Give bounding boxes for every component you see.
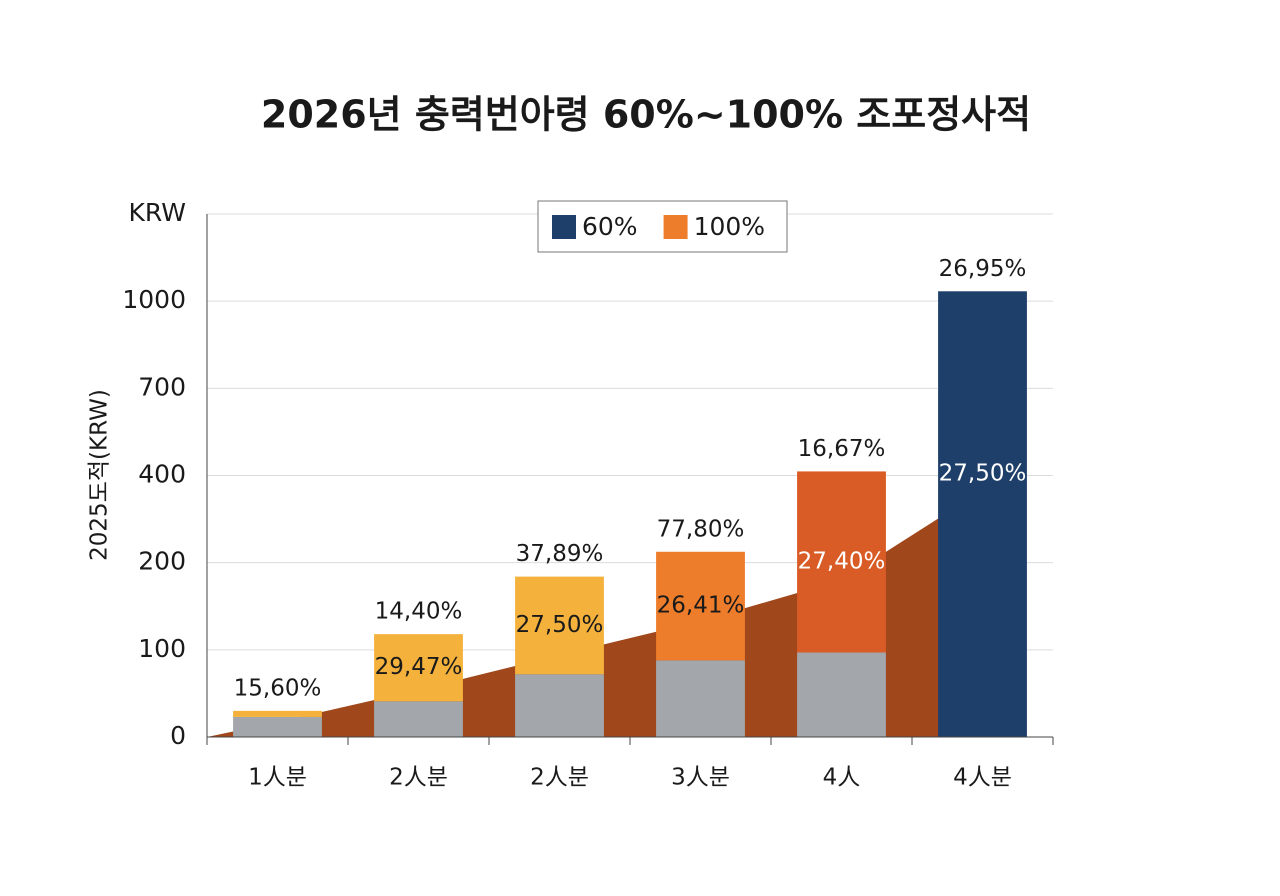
trend-area: [207, 490, 983, 737]
bar-segment: [797, 652, 886, 737]
top-label: 14,40%: [375, 599, 463, 625]
x-tick-label: 2人분: [530, 765, 589, 791]
inner-label: 29,47%: [375, 654, 463, 680]
bar-segment: [515, 576, 604, 675]
inner-label: 27,40%: [798, 548, 886, 574]
y-tick-label: 400: [138, 460, 186, 489]
legend-swatch: [552, 215, 576, 239]
top-label: 37,89%: [516, 541, 604, 567]
legend-label: 100%: [694, 212, 765, 241]
legend-box: [537, 200, 788, 253]
bar-segment: [374, 701, 463, 737]
top-label: 26,95%: [939, 256, 1027, 282]
x-tick-label: 4人분: [953, 765, 1012, 791]
bar-segment: [515, 674, 604, 737]
x-tick-label: 2人분: [389, 765, 448, 791]
inner-label: 27,50%: [516, 612, 604, 638]
x-tick-label: 1人분: [248, 765, 307, 791]
inner-label: 26,41%: [657, 593, 745, 619]
legend-swatch: [663, 215, 688, 239]
bar-segment: [656, 551, 745, 661]
y-axis-title: 2025도적(KRW): [87, 389, 113, 561]
legend-label: 60%: [582, 212, 638, 241]
bar-segment: [233, 710, 322, 717]
bar-segment: [938, 291, 1027, 737]
bar-segment: [797, 471, 886, 653]
top-label: 16,67%: [798, 436, 886, 462]
y-tick-label: 200: [138, 547, 186, 576]
top-label: 77,80%: [657, 516, 745, 542]
y-tick-label: 0: [170, 721, 186, 750]
x-tick-label: 3人분: [671, 765, 730, 791]
bar-segment: [656, 660, 745, 737]
y-tick-label: 100: [138, 634, 186, 663]
inner-label: 27,50%: [939, 461, 1027, 487]
x-tick-label: 4人: [823, 765, 861, 791]
bar-segment: [233, 716, 322, 737]
y-tick-label: 700: [138, 372, 186, 401]
y-tick-label: 1000: [122, 285, 186, 314]
chart-title: 2026년 충력번아령 60%~100% 조포정사적: [261, 93, 1031, 137]
legend: 60% 100%: [537, 200, 788, 253]
top-label: 15,60%: [234, 675, 322, 701]
y-unit: KRW: [129, 198, 186, 227]
bar-segment: [374, 634, 463, 702]
